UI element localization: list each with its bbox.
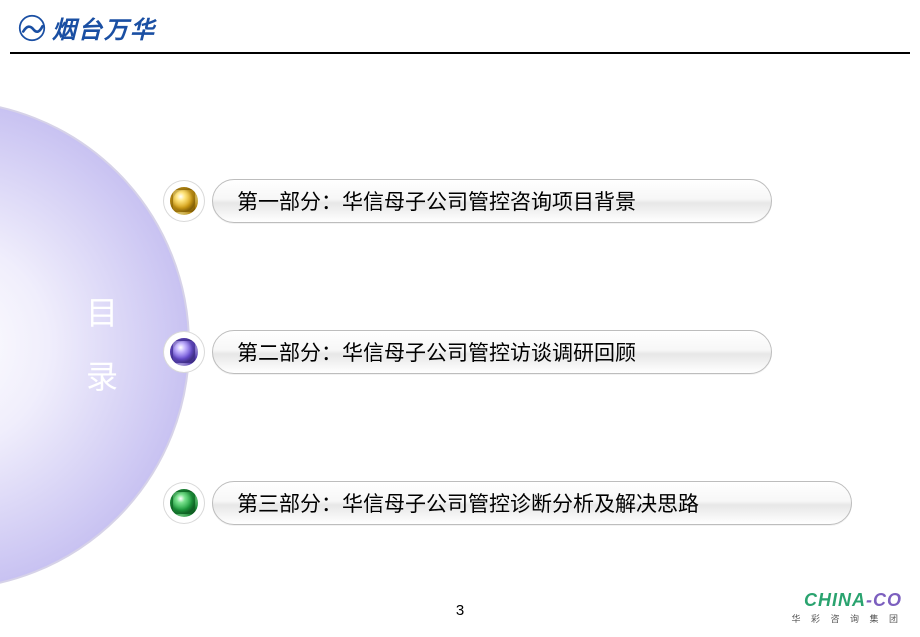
footer-brand-main: CHINA-CO [791, 590, 902, 611]
bullet-dot-icon [170, 489, 198, 517]
bullet-dot-icon [170, 187, 198, 215]
toc-item-2: 第二部分：华信母子公司管控访谈调研回顾 [170, 330, 772, 374]
header-divider [10, 52, 910, 54]
company-logo-icon [18, 14, 46, 42]
toc-item-3-pill: 第三部分：华信母子公司管控诊断分析及解决思路 [212, 481, 852, 525]
toc-item-1: 第一部分：华信母子公司管控咨询项目背景 [170, 179, 772, 223]
footer-brand-sub: 华 彩 咨 询 集 团 [791, 612, 902, 625]
toc-item-2-text: 第二部分：华信母子公司管控访谈调研回顾 [237, 337, 636, 367]
toc-circle: 目 录 [0, 100, 190, 590]
toc-item-3-text: 第三部分：华信母子公司管控诊断分析及解决思路 [237, 488, 699, 518]
toc-item-1-text: 第一部分：华信母子公司管控咨询项目背景 [237, 186, 636, 216]
toc-label: 目 录 [86, 281, 118, 409]
header: 烟台万华 [18, 10, 156, 45]
footer-main-right: -CO [866, 590, 902, 610]
toc-label-char-2: 录 [86, 345, 118, 409]
toc-label-char-1: 目 [86, 281, 118, 345]
toc-item-2-pill: 第二部分：华信母子公司管控访谈调研回顾 [212, 330, 772, 374]
company-name: 烟台万华 [52, 10, 156, 45]
bullet-dot-icon [170, 338, 198, 366]
toc-item-1-pill: 第一部分：华信母子公司管控咨询项目背景 [212, 179, 772, 223]
footer-main-left: CHINA [804, 590, 866, 610]
footer-brand: CHINA-CO 华 彩 咨 询 集 团 [791, 590, 902, 625]
slide: 烟台万华 目 录 第一部分：华信母子公司管控咨询项目背景 第二部分：华信母子公司… [0, 0, 920, 637]
page-number: 3 [456, 602, 464, 619]
toc-item-3: 第三部分：华信母子公司管控诊断分析及解决思路 [170, 481, 852, 525]
